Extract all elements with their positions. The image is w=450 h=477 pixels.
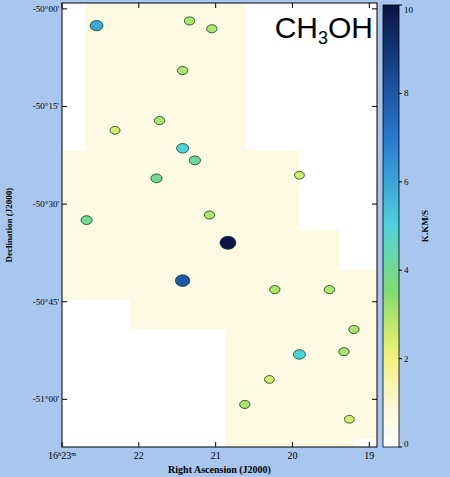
colorbar-tick-label: 2 <box>404 354 409 364</box>
chart: 16ʰ23ᵐ22212019-50°00'-50°15'-50°30'-50°4… <box>0 0 450 477</box>
emission-cell <box>349 325 359 333</box>
colorbar-tick <box>399 358 402 359</box>
emission-cell <box>184 17 194 25</box>
y-tick-label: -51°00' <box>33 394 60 404</box>
colorbar-tick <box>399 447 402 448</box>
x-tick <box>215 3 216 8</box>
emission-cell <box>177 144 189 154</box>
data-area <box>62 3 376 447</box>
colorbar-tick <box>399 5 402 6</box>
x-tick <box>215 442 216 447</box>
emission-cell <box>177 67 187 75</box>
colorbar-tick-label: 4 <box>404 265 409 275</box>
y-axis-title: Declination (J2000) <box>4 188 14 263</box>
emission-cell <box>154 116 164 124</box>
x-tick-label: 22 <box>134 450 144 461</box>
emission-cell <box>339 348 349 356</box>
y-tick <box>372 106 377 107</box>
emission-cell <box>293 350 305 360</box>
plot-background <box>62 3 377 447</box>
colorbar <box>383 5 399 447</box>
x-tick <box>369 442 370 447</box>
coverage-region <box>299 270 376 439</box>
title-part: OH <box>328 11 373 44</box>
colorbar-tick <box>399 270 402 271</box>
x-tick <box>292 3 293 8</box>
emission-cell <box>220 236 236 249</box>
emission-cell <box>175 275 189 287</box>
x-tick-label: 21 <box>211 450 221 461</box>
title-part: 3 <box>318 28 328 48</box>
y-tick <box>62 301 67 302</box>
y-tick <box>62 8 67 9</box>
coverage-region <box>85 3 245 160</box>
x-tick <box>62 442 63 447</box>
emission-cell <box>264 376 274 384</box>
colorbar-tick <box>399 93 402 94</box>
x-tick-label: 20 <box>287 450 297 461</box>
emission-cell <box>189 156 200 165</box>
y-tick <box>62 106 67 107</box>
x-axis-title: Right Ascension (J2000) <box>168 464 271 476</box>
x-tick <box>62 3 63 8</box>
colorbar-label: K.KM/S <box>420 210 430 242</box>
chart-title: CH3OH <box>275 11 373 48</box>
x-tick-label: 16ʰ23ᵐ <box>48 450 76 461</box>
y-tick <box>62 204 67 205</box>
emission-cell <box>344 415 354 423</box>
emission-cell <box>151 174 162 183</box>
x-tick <box>138 3 139 8</box>
x-tick-label: 19 <box>364 450 374 461</box>
x-tick <box>138 442 139 447</box>
y-tick-label: -50°30' <box>33 199 60 209</box>
y-tick-label: -50°45' <box>33 297 60 307</box>
emission-cell <box>207 25 217 33</box>
colorbar-tick <box>399 181 402 182</box>
emission-cell <box>204 211 214 219</box>
emission-cell <box>90 21 103 31</box>
y-tick-label: -50°00' <box>33 4 60 14</box>
plot-frame <box>62 3 377 447</box>
colorbar-tick-label: 0 <box>404 439 409 449</box>
colorbar-tick-label: 10 <box>404 5 414 15</box>
x-tick <box>369 3 370 8</box>
y-tick <box>372 204 377 205</box>
colorbar-tick-label: 6 <box>404 177 409 187</box>
y-tick-label: -50°15' <box>33 101 60 111</box>
colorbar-tick-label: 8 <box>404 88 409 98</box>
y-tick <box>372 301 377 302</box>
emission-cell <box>81 216 92 225</box>
y-tick <box>62 399 67 400</box>
emission-cell <box>240 400 250 408</box>
title-part: CH <box>275 11 318 44</box>
x-tick <box>292 442 293 447</box>
emission-cell <box>294 171 304 179</box>
emission-cell <box>110 126 120 134</box>
emission-cell <box>270 286 280 294</box>
emission-cell <box>324 286 334 294</box>
y-tick <box>372 399 377 400</box>
y-tick <box>372 8 377 9</box>
